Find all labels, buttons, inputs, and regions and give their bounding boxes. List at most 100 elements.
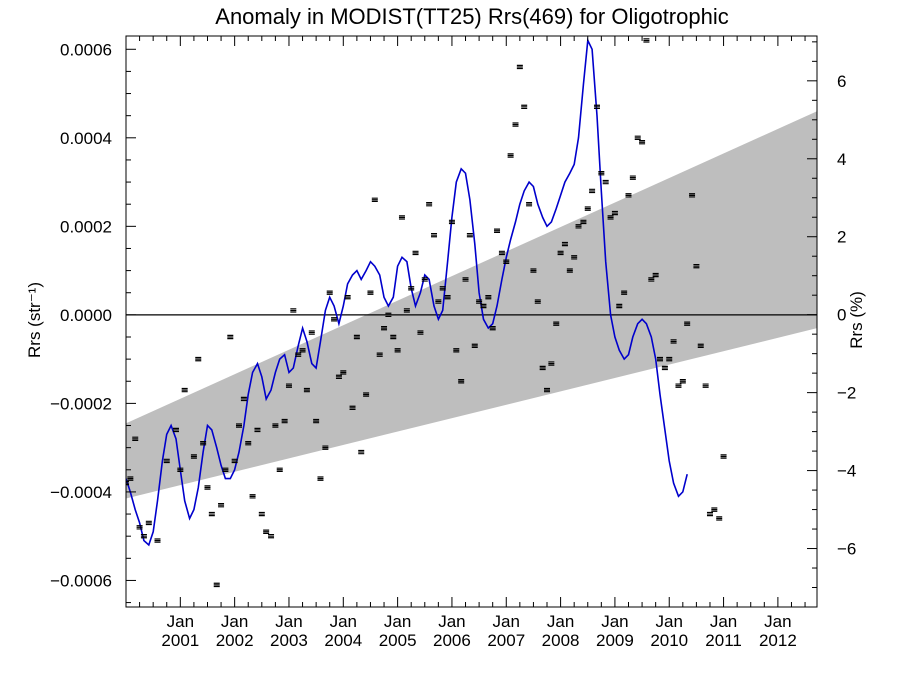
data-point	[521, 104, 528, 110]
data-point	[679, 379, 686, 384]
data-point	[227, 334, 234, 340]
data-point	[385, 312, 392, 318]
x-tick-year-label: 2007	[487, 631, 525, 650]
data-point	[363, 392, 370, 397]
data-point	[616, 303, 623, 309]
x-tick-year-label: 2003	[270, 631, 308, 650]
y2-tick-label: −4	[837, 462, 856, 481]
y-tick-label: 0.0002	[60, 217, 112, 236]
y2-tick-label: 4	[837, 150, 846, 169]
data-point	[611, 210, 618, 216]
data-point	[643, 38, 650, 43]
x-tick-month-label: Jan	[330, 612, 357, 631]
data-point	[566, 268, 573, 273]
plot-area: −0.0006 −0.0004 −0.0002 0.0000 0.0002 0.0004 0…	[50, 35, 856, 650]
y2-axis-label: Rrs (%)	[847, 291, 866, 349]
x-tick-year-label: 2008	[542, 631, 580, 650]
data-point	[181, 387, 188, 393]
y-tick-label: −0.0004	[50, 483, 112, 502]
y-tick-label: −0.0006	[50, 571, 112, 590]
data-point	[544, 387, 551, 393]
data-point	[295, 352, 302, 357]
data-point	[154, 538, 161, 543]
data-point	[218, 502, 225, 508]
data-point	[136, 525, 143, 530]
data-point	[426, 202, 433, 207]
x-tick-year-label: 2010	[650, 631, 688, 650]
data-point	[661, 365, 668, 371]
data-point	[489, 325, 496, 331]
x-tick-month-label: Jan	[493, 612, 520, 631]
x-tick-month-label: Jan	[275, 612, 302, 631]
data-point	[308, 330, 315, 335]
data-point	[485, 294, 492, 300]
data-point	[702, 383, 709, 388]
data-point	[394, 348, 401, 353]
data-point	[408, 286, 415, 291]
data-point	[670, 339, 677, 344]
data-point	[706, 511, 713, 517]
data-point	[290, 308, 297, 313]
x-tick-month-label: Jan	[710, 612, 737, 631]
data-point	[177, 467, 184, 472]
data-point	[132, 436, 139, 441]
data-point	[557, 250, 564, 256]
data-point	[272, 423, 279, 428]
data-point	[598, 171, 605, 176]
data-point	[684, 321, 691, 326]
x-tick-year-label: 2004	[324, 631, 362, 650]
plot-frame	[125, 35, 818, 608]
y-axis-label: Rrs (str⁻¹)	[25, 282, 44, 358]
data-point	[593, 104, 600, 110]
data-point	[140, 533, 147, 539]
x-tick-year-label: 2001	[161, 631, 199, 650]
data-point	[471, 343, 478, 349]
y-tick-label: 0.0006	[60, 40, 112, 59]
data-point	[326, 290, 333, 295]
data-point	[331, 317, 338, 322]
data-point	[172, 427, 179, 433]
data-point	[512, 122, 519, 127]
data-point	[431, 232, 438, 238]
data-point	[607, 215, 614, 220]
data-point	[281, 418, 288, 424]
data-point	[534, 299, 541, 304]
data-point	[258, 511, 265, 517]
data-point	[580, 219, 587, 225]
x-tick-month-label: Jan	[547, 612, 574, 631]
data-point	[235, 423, 242, 428]
x-tick-year-label: 2011	[705, 631, 742, 650]
data-point	[353, 334, 360, 340]
data-point	[412, 250, 419, 256]
data-point	[689, 193, 696, 198]
data-point	[340, 370, 347, 375]
data-point	[222, 467, 229, 472]
data-point	[693, 263, 700, 269]
data-point	[548, 361, 555, 366]
data-point	[575, 224, 582, 229]
data-point	[127, 476, 134, 481]
data-point	[285, 383, 292, 388]
data-point	[625, 193, 632, 198]
data-point	[503, 259, 510, 264]
x-tick-month-label: Jan	[601, 612, 628, 631]
x-tick-month-label: Jan	[438, 612, 465, 631]
data-point	[697, 343, 704, 349]
data-point	[344, 294, 351, 300]
x-tick-year-label: 2006	[433, 631, 471, 650]
x-tick-month-label: Jan	[167, 612, 194, 631]
data-point	[648, 277, 655, 282]
data-point	[126, 480, 129, 486]
data-point	[584, 206, 591, 211]
trend-band	[126, 111, 817, 499]
data-point	[530, 268, 537, 273]
data-point	[204, 485, 211, 490]
data-point	[163, 458, 170, 464]
data-point	[666, 356, 673, 362]
y2-tick-label: 6	[837, 72, 846, 91]
data-point	[716, 516, 723, 521]
data-point	[335, 374, 342, 380]
x-tick-month-label: Jan	[656, 612, 683, 631]
chart-title: Anomaly in MODIST(TT25) Rrs(469) for Oli…	[215, 4, 728, 29]
data-point	[629, 175, 636, 180]
